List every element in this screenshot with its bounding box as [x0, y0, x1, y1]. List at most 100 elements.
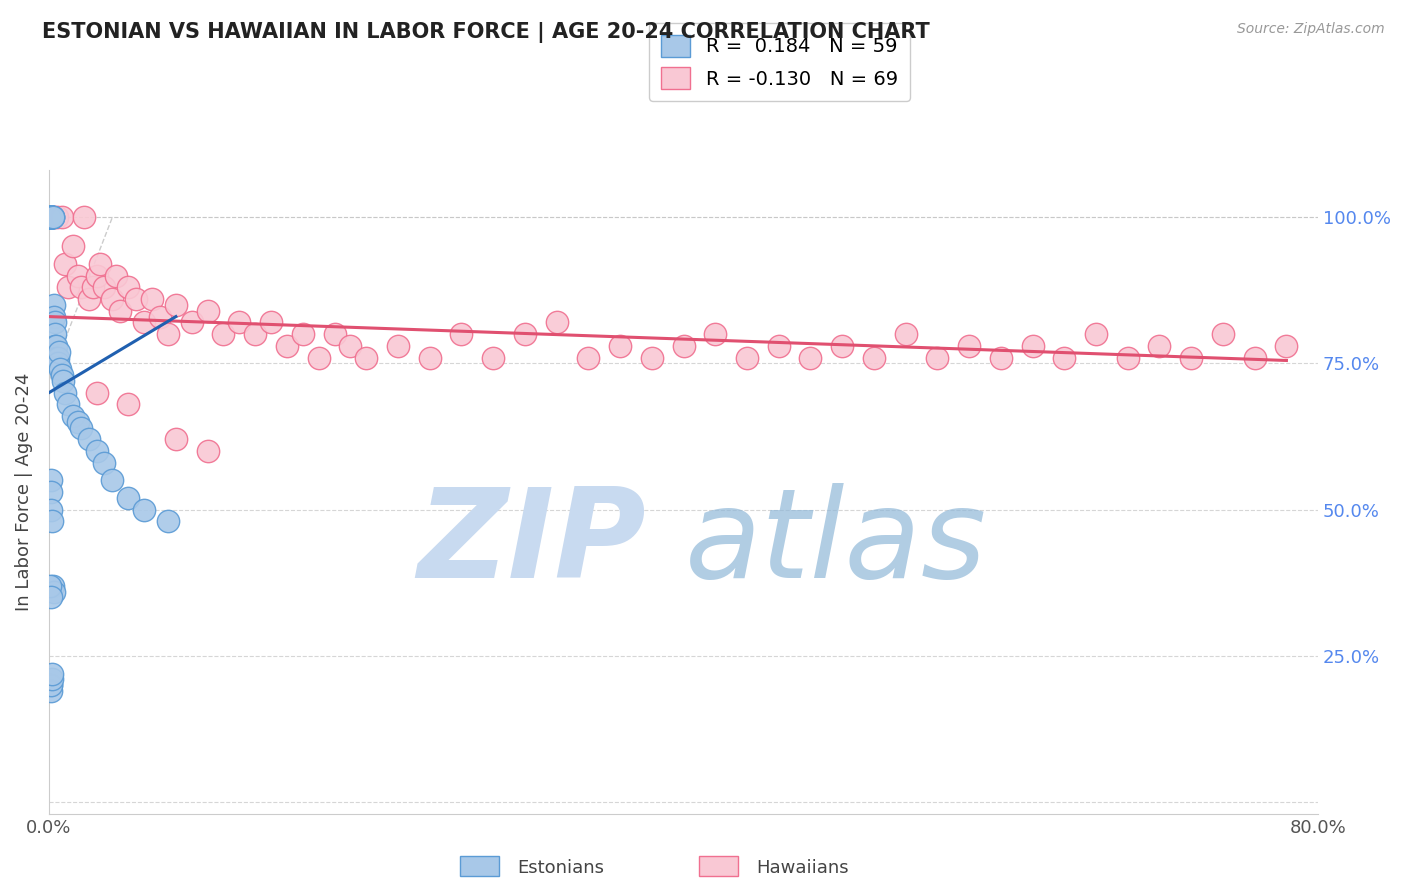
Point: [141, 292, 163, 306]
Point: [48, 356, 70, 370]
Point: [93, 456, 115, 470]
Point: [56, 397, 79, 411]
Point: [41, 210, 63, 224]
Point: [482, 351, 505, 365]
Point: [42, 310, 65, 324]
Point: [117, 397, 139, 411]
Point: [41, 210, 63, 224]
Point: [387, 339, 409, 353]
Point: [42, 210, 65, 224]
Point: [1149, 339, 1171, 353]
Point: [73, 210, 96, 224]
Point: [41, 210, 63, 224]
Point: [419, 351, 441, 365]
Point: [42, 210, 65, 224]
Point: [41, 666, 63, 681]
Point: [93, 280, 115, 294]
Point: [45, 356, 67, 370]
Point: [41, 515, 63, 529]
Point: [228, 315, 250, 329]
Point: [863, 351, 886, 365]
Point: [48, 344, 70, 359]
Point: [735, 351, 758, 365]
Legend: R =  0.184   N = 59, R = -0.130   N = 69: R = 0.184 N = 59, R = -0.130 N = 69: [650, 23, 910, 101]
Point: [52, 374, 75, 388]
Point: [39, 210, 62, 224]
Point: [39, 210, 62, 224]
Point: [44, 339, 66, 353]
Point: [45, 351, 67, 365]
Point: [110, 303, 132, 318]
Text: Estonians: Estonians: [517, 859, 605, 877]
Point: [125, 292, 148, 306]
Point: [69, 280, 91, 294]
Point: [957, 339, 980, 353]
Point: [1021, 339, 1043, 353]
Y-axis label: In Labor Force | Age 20-24: In Labor Force | Age 20-24: [15, 373, 32, 611]
Point: [39, 485, 62, 500]
Text: atlas: atlas: [685, 483, 987, 604]
Point: [66, 415, 89, 429]
Point: [117, 491, 139, 505]
Point: [46, 351, 69, 365]
Point: [44, 327, 66, 342]
Point: [1053, 351, 1076, 365]
Point: [39, 210, 62, 224]
Point: [41, 210, 63, 224]
Point: [768, 339, 790, 353]
Point: [38, 210, 60, 224]
Point: [546, 315, 568, 329]
Point: [41, 210, 63, 224]
Text: Hawaiians: Hawaiians: [756, 859, 849, 877]
Point: [39, 210, 62, 224]
Point: [53, 257, 76, 271]
Point: [260, 315, 283, 329]
Point: [117, 280, 139, 294]
Point: [45, 210, 67, 224]
Point: [41, 210, 63, 224]
Point: [86, 385, 108, 400]
Point: [165, 298, 187, 312]
Point: [41, 678, 63, 692]
Point: [576, 351, 599, 365]
Point: [62, 239, 84, 253]
Point: [39, 684, 62, 698]
Point: [51, 210, 73, 224]
Point: [104, 268, 127, 283]
Point: [356, 351, 378, 365]
Point: [1116, 351, 1139, 365]
Point: [704, 327, 727, 342]
Point: [149, 310, 172, 324]
Point: [86, 268, 108, 283]
Point: [89, 257, 111, 271]
Point: [39, 210, 62, 224]
Point: [799, 351, 821, 365]
Point: [39, 210, 62, 224]
Point: [101, 292, 124, 306]
Point: [672, 339, 695, 353]
Point: [927, 351, 949, 365]
Point: [641, 351, 664, 365]
Text: ZIP: ZIP: [418, 483, 645, 604]
Point: [165, 433, 187, 447]
Point: [41, 210, 63, 224]
Point: [134, 315, 156, 329]
Point: [1243, 351, 1265, 365]
Point: [291, 327, 314, 342]
Point: [1180, 351, 1202, 365]
Point: [831, 339, 853, 353]
Point: [156, 327, 179, 342]
Point: [45, 339, 67, 353]
Point: [86, 444, 108, 458]
Point: [513, 327, 536, 342]
Point: [82, 280, 104, 294]
Point: [41, 210, 63, 224]
Point: [53, 385, 76, 400]
Point: [276, 339, 298, 353]
Point: [51, 368, 73, 383]
Point: [156, 515, 179, 529]
Point: [77, 292, 100, 306]
Point: [77, 433, 100, 447]
Point: [41, 502, 63, 516]
Point: [42, 584, 65, 599]
